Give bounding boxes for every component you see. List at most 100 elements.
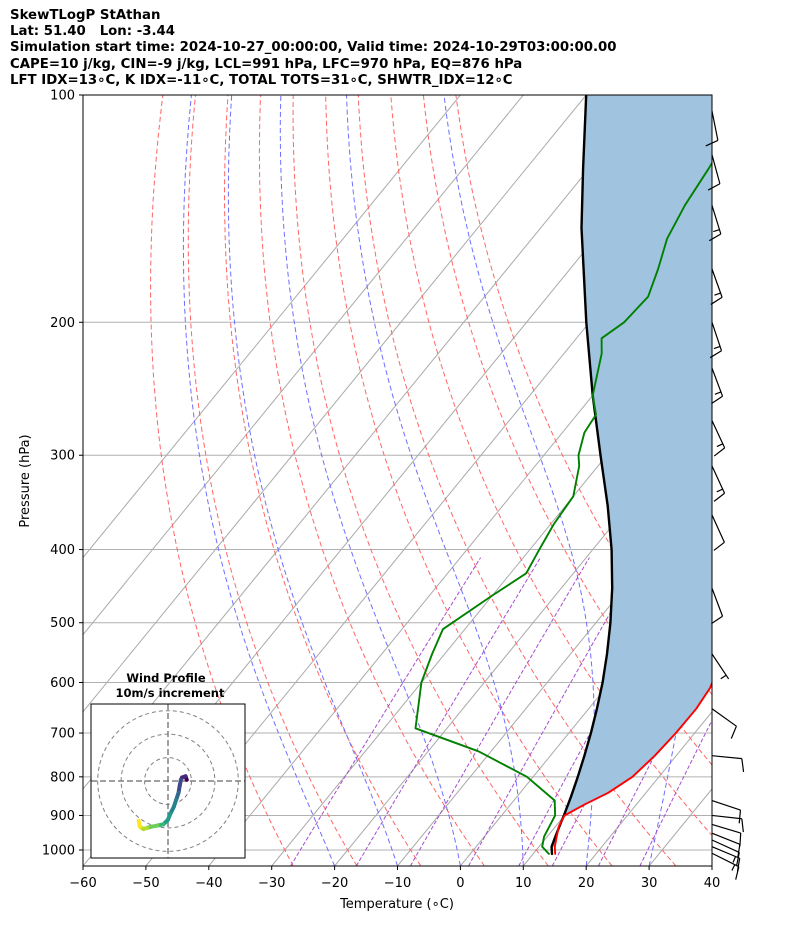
wind-barb bbox=[711, 799, 742, 824]
x-tick-label: −10 bbox=[384, 876, 411, 891]
isotherm-line bbox=[208, 248, 712, 866]
moist-adiabat-line bbox=[711, 864, 712, 866]
instability-shading bbox=[551, 95, 712, 847]
moist-adiabat-line bbox=[603, 95, 702, 866]
dry-adiabat-line bbox=[422, 95, 712, 766]
wind-barb bbox=[711, 514, 725, 551]
y-tick-label: 100 bbox=[50, 89, 75, 104]
y-tick-label: 200 bbox=[50, 316, 75, 331]
wind-barb-feather bbox=[736, 858, 741, 872]
x-tick-label: −40 bbox=[195, 876, 222, 891]
wind-barb-feather bbox=[741, 818, 744, 833]
wind-barb-feather bbox=[739, 833, 742, 847]
isotherm-line bbox=[334, 402, 712, 866]
moist-adiabat-line bbox=[279, 95, 461, 866]
wind-barbs bbox=[705, 110, 745, 880]
wind-barb-staff bbox=[711, 154, 721, 184]
dewpoint-profile-line bbox=[414, 161, 712, 855]
wind-barb-half-feather bbox=[714, 292, 721, 296]
moist-adiabat-line bbox=[443, 95, 595, 866]
dry-adiabat-line bbox=[224, 95, 422, 866]
dry-adiabat-line bbox=[187, 95, 358, 866]
moist-adiabat-line bbox=[346, 95, 524, 866]
y-tick-label: 800 bbox=[50, 770, 75, 785]
wind-barb-feather bbox=[737, 844, 741, 858]
wind-barb-feather bbox=[738, 809, 742, 824]
wind-barb-staff bbox=[711, 465, 726, 494]
wind-barb-staff bbox=[711, 205, 722, 235]
isotherm-line bbox=[585, 711, 712, 866]
moist-adiabat-line bbox=[182, 95, 336, 866]
wind-barb-feather bbox=[730, 725, 737, 739]
mixing-ratio-line bbox=[409, 557, 590, 866]
wind-barb-feather bbox=[707, 183, 721, 191]
isotherm-line bbox=[711, 865, 712, 866]
moist-adiabat-line bbox=[227, 95, 398, 866]
wind-barb-feather bbox=[713, 541, 725, 551]
hodograph-subtitle: 10m/s increment bbox=[116, 686, 225, 700]
x-axis-label: Temperature (∘C) bbox=[339, 897, 454, 912]
wind-barb-half-feather bbox=[713, 345, 721, 350]
wind-barb bbox=[711, 823, 742, 847]
x-tick-label: 10 bbox=[515, 876, 532, 891]
y-axis-label: Pressure (hPa) bbox=[18, 434, 33, 527]
wind-barb-half-feather bbox=[713, 229, 720, 233]
wind-barb-staff bbox=[711, 846, 740, 859]
y-tick-label: 1000 bbox=[42, 844, 75, 859]
wind-barb bbox=[711, 367, 724, 405]
dry-adiabat-line bbox=[292, 95, 549, 866]
profile-lines bbox=[414, 95, 712, 856]
x-tick-label: −50 bbox=[132, 876, 159, 891]
wind-barb-half-feather bbox=[720, 674, 727, 680]
wind-barb-staff bbox=[711, 839, 740, 853]
wind-barb-feather bbox=[736, 852, 740, 866]
x-tick-label: −30 bbox=[258, 876, 285, 891]
axes: −60 −50 −40 −30 −20 −10 0 10 20 30 40 100 200 300 400 5… bbox=[42, 89, 720, 892]
hodograph-content bbox=[91, 704, 245, 858]
header-title: SkewTLogP StAthan bbox=[10, 8, 161, 23]
isotherm-line bbox=[83, 95, 461, 559]
mixing-ratio-line bbox=[290, 557, 482, 866]
hodograph-title: Wind Profile bbox=[126, 671, 206, 685]
y-tick-label: 700 bbox=[50, 727, 75, 742]
hodograph-frame bbox=[90, 703, 246, 859]
dry-adiabat-line bbox=[258, 95, 485, 866]
x-tick-label: 40 bbox=[704, 876, 721, 891]
header-location: Lat: 51.40 Lon: -3.44 bbox=[10, 24, 176, 40]
wind-barb bbox=[711, 814, 744, 833]
y-tick-label: 400 bbox=[50, 543, 75, 558]
wind-barb bbox=[711, 653, 730, 680]
wind-barb-half-feather bbox=[714, 391, 722, 395]
y-tick-label: 900 bbox=[50, 809, 75, 824]
temperature-profile-line bbox=[553, 680, 712, 855]
x-tick-label: −60 bbox=[69, 876, 96, 891]
wind-barb-staff bbox=[711, 514, 725, 543]
x-tick-label: 30 bbox=[641, 876, 658, 891]
x-tick-label: 0 bbox=[456, 876, 464, 891]
wind-barb bbox=[711, 465, 726, 502]
wind-barb bbox=[711, 587, 724, 625]
x-tick-label: 20 bbox=[578, 876, 595, 891]
wind-barb bbox=[711, 846, 741, 872]
wind-barb-feather bbox=[710, 296, 723, 305]
wind-barb bbox=[711, 839, 740, 866]
wind-barb-staff bbox=[711, 832, 741, 845]
dry-adiabat-line bbox=[150, 95, 294, 866]
wind-barb-staff bbox=[711, 755, 742, 760]
wind-barb-feather bbox=[711, 615, 723, 625]
isotherm-line bbox=[83, 95, 587, 713]
wind-barb-half-feather bbox=[732, 856, 737, 863]
wind-barb-staff bbox=[711, 799, 741, 811]
wind-barb-staff bbox=[711, 587, 724, 617]
hodograph-segment bbox=[136, 818, 142, 829]
x-tick-label: −20 bbox=[321, 876, 348, 891]
mixing-ratio-line bbox=[597, 643, 712, 866]
header-times: Simulation start time: 2024-10-27_00:00:… bbox=[10, 40, 617, 56]
wind-barb bbox=[711, 420, 726, 457]
wind-barb-feather bbox=[711, 395, 723, 405]
wind-barb-staff bbox=[711, 420, 726, 449]
wind-barb-feather bbox=[713, 447, 726, 457]
wind-barb bbox=[711, 755, 745, 772]
isotherm-line bbox=[83, 95, 524, 636]
